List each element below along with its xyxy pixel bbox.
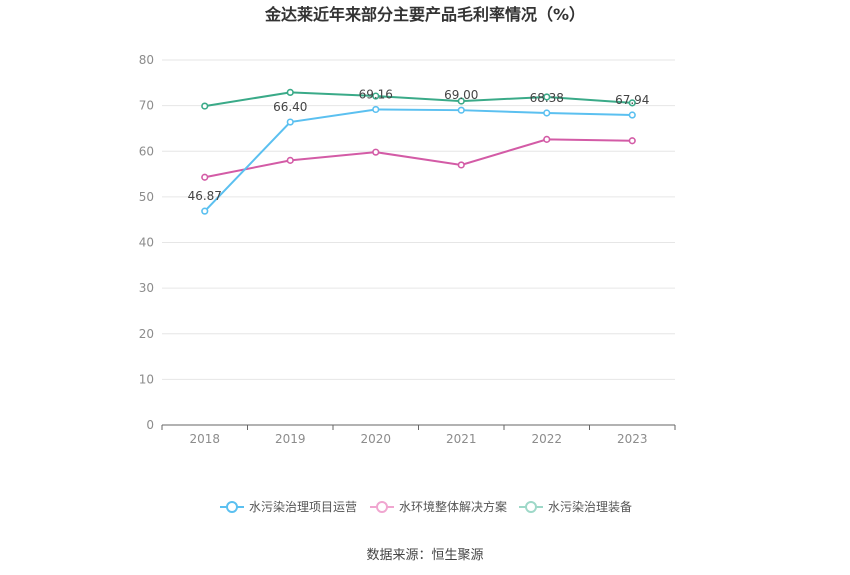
data-point[interactable] [457,97,465,105]
x-tick-label: 2018 [189,432,220,446]
data-labels: 46.87 66.40 69.16 69.00 68.38 67.94 [188,87,650,203]
y-tick-label: 70 [139,99,154,113]
y-tick-label: 60 [139,144,154,158]
data-point[interactable] [457,161,465,169]
series-line [204,108,633,212]
x-tick-label: 2023 [617,432,648,446]
data-label: 68.38 [530,91,564,105]
legend-item[interactable]: 水环境整体解决方案 [370,499,507,514]
y-tick-label: 80 [139,53,154,67]
series-line [204,138,633,179]
data-point[interactable] [372,105,380,114]
data-point[interactable] [286,156,294,164]
legend-label: 水污染治理装备 [548,499,632,514]
data-point[interactable] [201,102,209,110]
data-label: 69.00 [444,88,478,102]
data-point[interactable] [628,111,636,119]
data-point[interactable] [372,148,380,156]
x-tick-label: 2020 [360,432,391,446]
legend-marker [226,501,238,513]
data-point[interactable] [201,207,209,215]
data-point[interactable] [457,106,465,114]
y-tick-label: 50 [139,190,154,204]
legend-label: 水环境整体解决方案 [399,499,507,514]
data-label: 46.87 [188,189,222,203]
legend[interactable]: 水污染治理项目运营 水环境整体解决方案 水污染治理装备 [220,499,632,514]
data-point[interactable] [543,109,551,117]
data-label: 66.40 [273,100,307,114]
data-label: 69.16 [359,87,393,101]
legend-item[interactable]: 水污染治理装备 [519,499,632,514]
data-point[interactable] [201,173,209,181]
data-point[interactable] [543,135,551,143]
y-tick-label: 0 [146,418,154,432]
data-point[interactable] [286,118,294,126]
series-line [204,91,633,108]
data-label: 67.94 [615,93,649,107]
data-point[interactable] [543,93,551,101]
series-group [201,88,636,215]
y-tick-label: 10 [139,372,154,386]
data-point[interactable] [628,137,636,145]
y-tick-label: 30 [139,281,154,295]
x-tick-label: 2022 [531,432,562,446]
data-point[interactable] [372,92,380,100]
grid-lines [162,59,675,380]
x-axis: 2018 2019 2020 2021 2022 2023 [161,424,676,446]
x-tick-label: 2021 [446,432,477,446]
legend-marker [525,501,537,513]
source-note: 数据来源：恒生聚源 [366,548,483,563]
data-point[interactable] [286,88,294,96]
legend-label: 水污染治理项目运营 [249,499,357,514]
y-axis: 0 10 20 30 40 50 60 70 80 [139,53,154,432]
y-tick-label: 40 [139,236,154,250]
y-tick-label: 20 [139,327,154,341]
legend-item[interactable]: 水污染治理项目运营 [220,499,357,514]
data-point[interactable] [628,99,636,107]
chart-title: 金达莱近年来部分主要产品毛利率情况（%） [264,5,585,24]
legend-marker [376,501,388,513]
x-tick-label: 2019 [275,432,306,446]
